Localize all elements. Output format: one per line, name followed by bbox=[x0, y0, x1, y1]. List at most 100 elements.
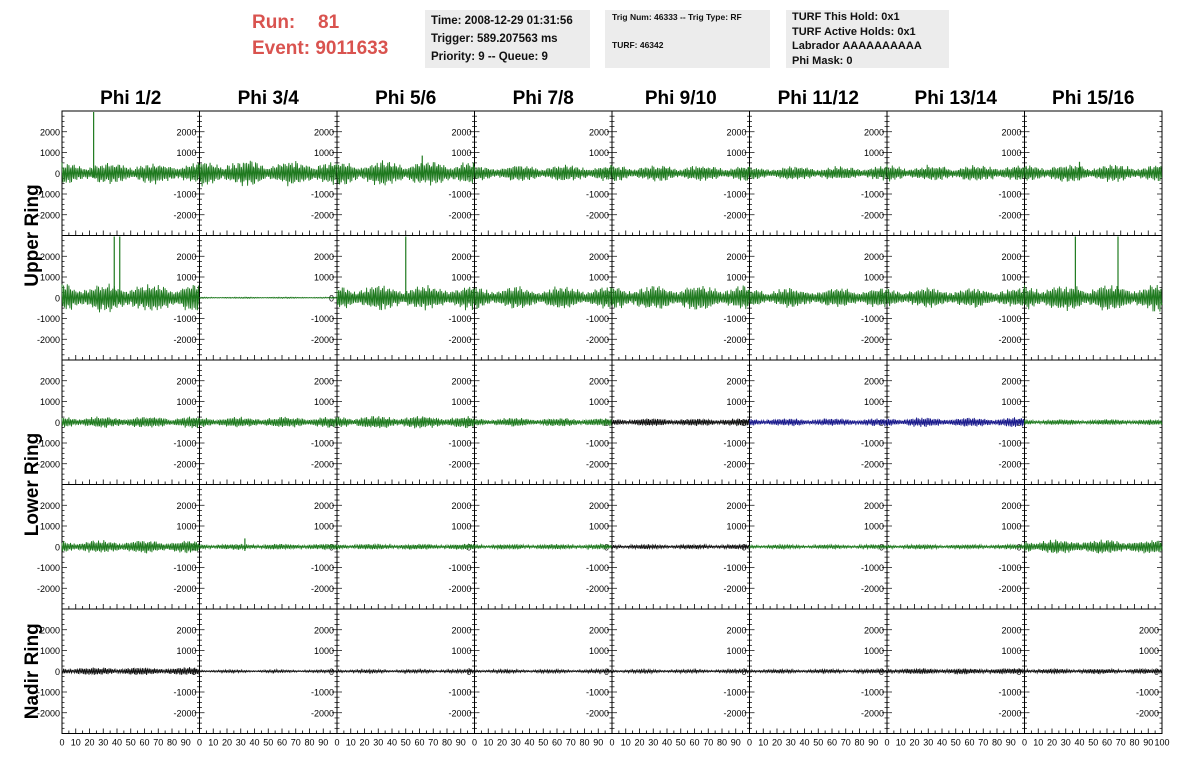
x-tick-label: 80 bbox=[992, 738, 1002, 748]
x-tick-label: 20 bbox=[909, 738, 919, 748]
x-tick-label: 10 bbox=[346, 738, 356, 748]
x-tick-label: 0 bbox=[747, 738, 752, 748]
x-tick-label: 80 bbox=[579, 738, 589, 748]
y-tick-label: 0 bbox=[55, 667, 60, 677]
y-tick-label: 1000 bbox=[589, 646, 609, 656]
y-tick-label: 2000 bbox=[451, 252, 471, 262]
y-tick-label: -1000 bbox=[861, 688, 884, 698]
y-tick-label: 2000 bbox=[864, 376, 884, 386]
y-tick-label: -2000 bbox=[37, 708, 60, 718]
x-tick-label: 40 bbox=[937, 738, 947, 748]
waveform-trace bbox=[1024, 164, 1163, 182]
y-tick-label: -2000 bbox=[448, 210, 471, 220]
x-tick-label: 50 bbox=[126, 738, 136, 748]
y-tick-label: -1000 bbox=[448, 190, 471, 200]
event-line: Event: 9011633 bbox=[252, 36, 422, 62]
y-tick-label: -1000 bbox=[173, 314, 196, 324]
time-text: Time: 2008-12-29 01:31:56 bbox=[431, 15, 573, 27]
x-tick-label: 90 bbox=[593, 738, 603, 748]
x-tick-label: 20 bbox=[359, 738, 369, 748]
x-tick-label: 40 bbox=[1074, 738, 1084, 748]
y-tick-label: -2000 bbox=[173, 459, 196, 469]
x-tick-label: 60 bbox=[552, 738, 562, 748]
y-tick-label: 1000 bbox=[589, 522, 609, 532]
y-tick-label: 2000 bbox=[864, 127, 884, 137]
x-tick-label: 10 bbox=[208, 738, 218, 748]
x-tick-label: 90 bbox=[731, 738, 741, 748]
y-tick-label: -2000 bbox=[998, 335, 1021, 345]
y-tick-label: 1000 bbox=[864, 646, 884, 656]
y-tick-label: -1000 bbox=[448, 439, 471, 449]
column-header: Phi 9/10 bbox=[645, 88, 717, 109]
y-tick-label: -1000 bbox=[311, 563, 334, 573]
y-tick-label: -2000 bbox=[586, 584, 609, 594]
waveform-trace bbox=[611, 165, 750, 182]
y-tick-label: 1000 bbox=[451, 397, 471, 407]
y-tick-label: 2000 bbox=[1001, 376, 1021, 386]
y-tick-label: -1000 bbox=[586, 439, 609, 449]
waveform-trace bbox=[61, 162, 200, 185]
y-tick-label: -1000 bbox=[998, 190, 1021, 200]
waveform-trace bbox=[886, 417, 1025, 428]
y-tick-label: 2000 bbox=[40, 625, 60, 635]
y-tick-label: 2000 bbox=[40, 501, 60, 511]
y-tick-label: -2000 bbox=[586, 459, 609, 469]
y-tick-label: -1000 bbox=[173, 439, 196, 449]
y-tick-label: 2000 bbox=[176, 252, 196, 262]
x-tick-label: 50 bbox=[951, 738, 961, 748]
y-tick-label: 2000 bbox=[726, 127, 746, 137]
y-tick-label: -2000 bbox=[861, 459, 884, 469]
y-tick-label: 1000 bbox=[314, 397, 334, 407]
x-tick-label: 60 bbox=[139, 738, 149, 748]
y-tick-label: 2000 bbox=[314, 625, 334, 635]
y-tick-label: -1000 bbox=[723, 439, 746, 449]
x-tick-label: 0 bbox=[197, 738, 202, 748]
y-tick-label: -1000 bbox=[37, 439, 60, 449]
waveform-trace bbox=[749, 667, 888, 675]
y-tick-label: 0 bbox=[55, 418, 60, 428]
y-tick-label: 2000 bbox=[1001, 501, 1021, 511]
x-tick-label: 30 bbox=[236, 738, 246, 748]
waveform-trace bbox=[199, 543, 338, 551]
waveform-trace bbox=[474, 667, 613, 675]
waveform-trace bbox=[61, 416, 200, 429]
y-tick-label: 1000 bbox=[176, 397, 196, 407]
y-tick-label: -2000 bbox=[37, 210, 60, 220]
x-tick-label: 10 bbox=[896, 738, 906, 748]
y-tick-label: -2000 bbox=[173, 584, 196, 594]
y-tick-label: -1000 bbox=[861, 314, 884, 324]
x-tick-label: 90 bbox=[456, 738, 466, 748]
x-tick-label: 70 bbox=[978, 738, 988, 748]
y-tick-label: 2000 bbox=[176, 376, 196, 386]
y-tick-label: -2000 bbox=[998, 708, 1021, 718]
y-tick-label: 0 bbox=[55, 293, 60, 303]
column-header: Phi 13/14 bbox=[915, 88, 998, 109]
y-tick-label: -2000 bbox=[37, 459, 60, 469]
y-tick-label: -2000 bbox=[448, 459, 471, 469]
y-tick-label: 1000 bbox=[176, 522, 196, 532]
x-tick-label: 90 bbox=[318, 738, 328, 748]
waveform-trace bbox=[336, 160, 475, 186]
y-tick-label: -2000 bbox=[723, 459, 746, 469]
y-tick-label: -2000 bbox=[861, 584, 884, 594]
waveform-trace bbox=[474, 286, 613, 309]
y-tick-label: 1000 bbox=[176, 273, 196, 283]
y-tick-label: 1000 bbox=[726, 148, 746, 158]
waveform-trace bbox=[886, 543, 1025, 551]
x-tick-label: 20 bbox=[497, 738, 507, 748]
x-tick-label: 30 bbox=[1061, 738, 1071, 748]
y-tick-label: -2000 bbox=[311, 210, 334, 220]
event-value: 9011633 bbox=[315, 38, 389, 59]
x-tick-label: 70 bbox=[428, 738, 438, 748]
column-header: Phi 7/8 bbox=[513, 88, 574, 109]
y-tick-label: -2000 bbox=[448, 708, 471, 718]
event-label: Event: bbox=[252, 38, 311, 59]
y-tick-label: -2000 bbox=[998, 459, 1021, 469]
y-tick-label: -1000 bbox=[173, 563, 196, 573]
waveform-trace bbox=[474, 164, 613, 182]
x-tick-label: 20 bbox=[1047, 738, 1057, 748]
y-tick-label: 2000 bbox=[589, 376, 609, 386]
y-tick-label: -2000 bbox=[861, 210, 884, 220]
y-tick-label: -2000 bbox=[723, 584, 746, 594]
